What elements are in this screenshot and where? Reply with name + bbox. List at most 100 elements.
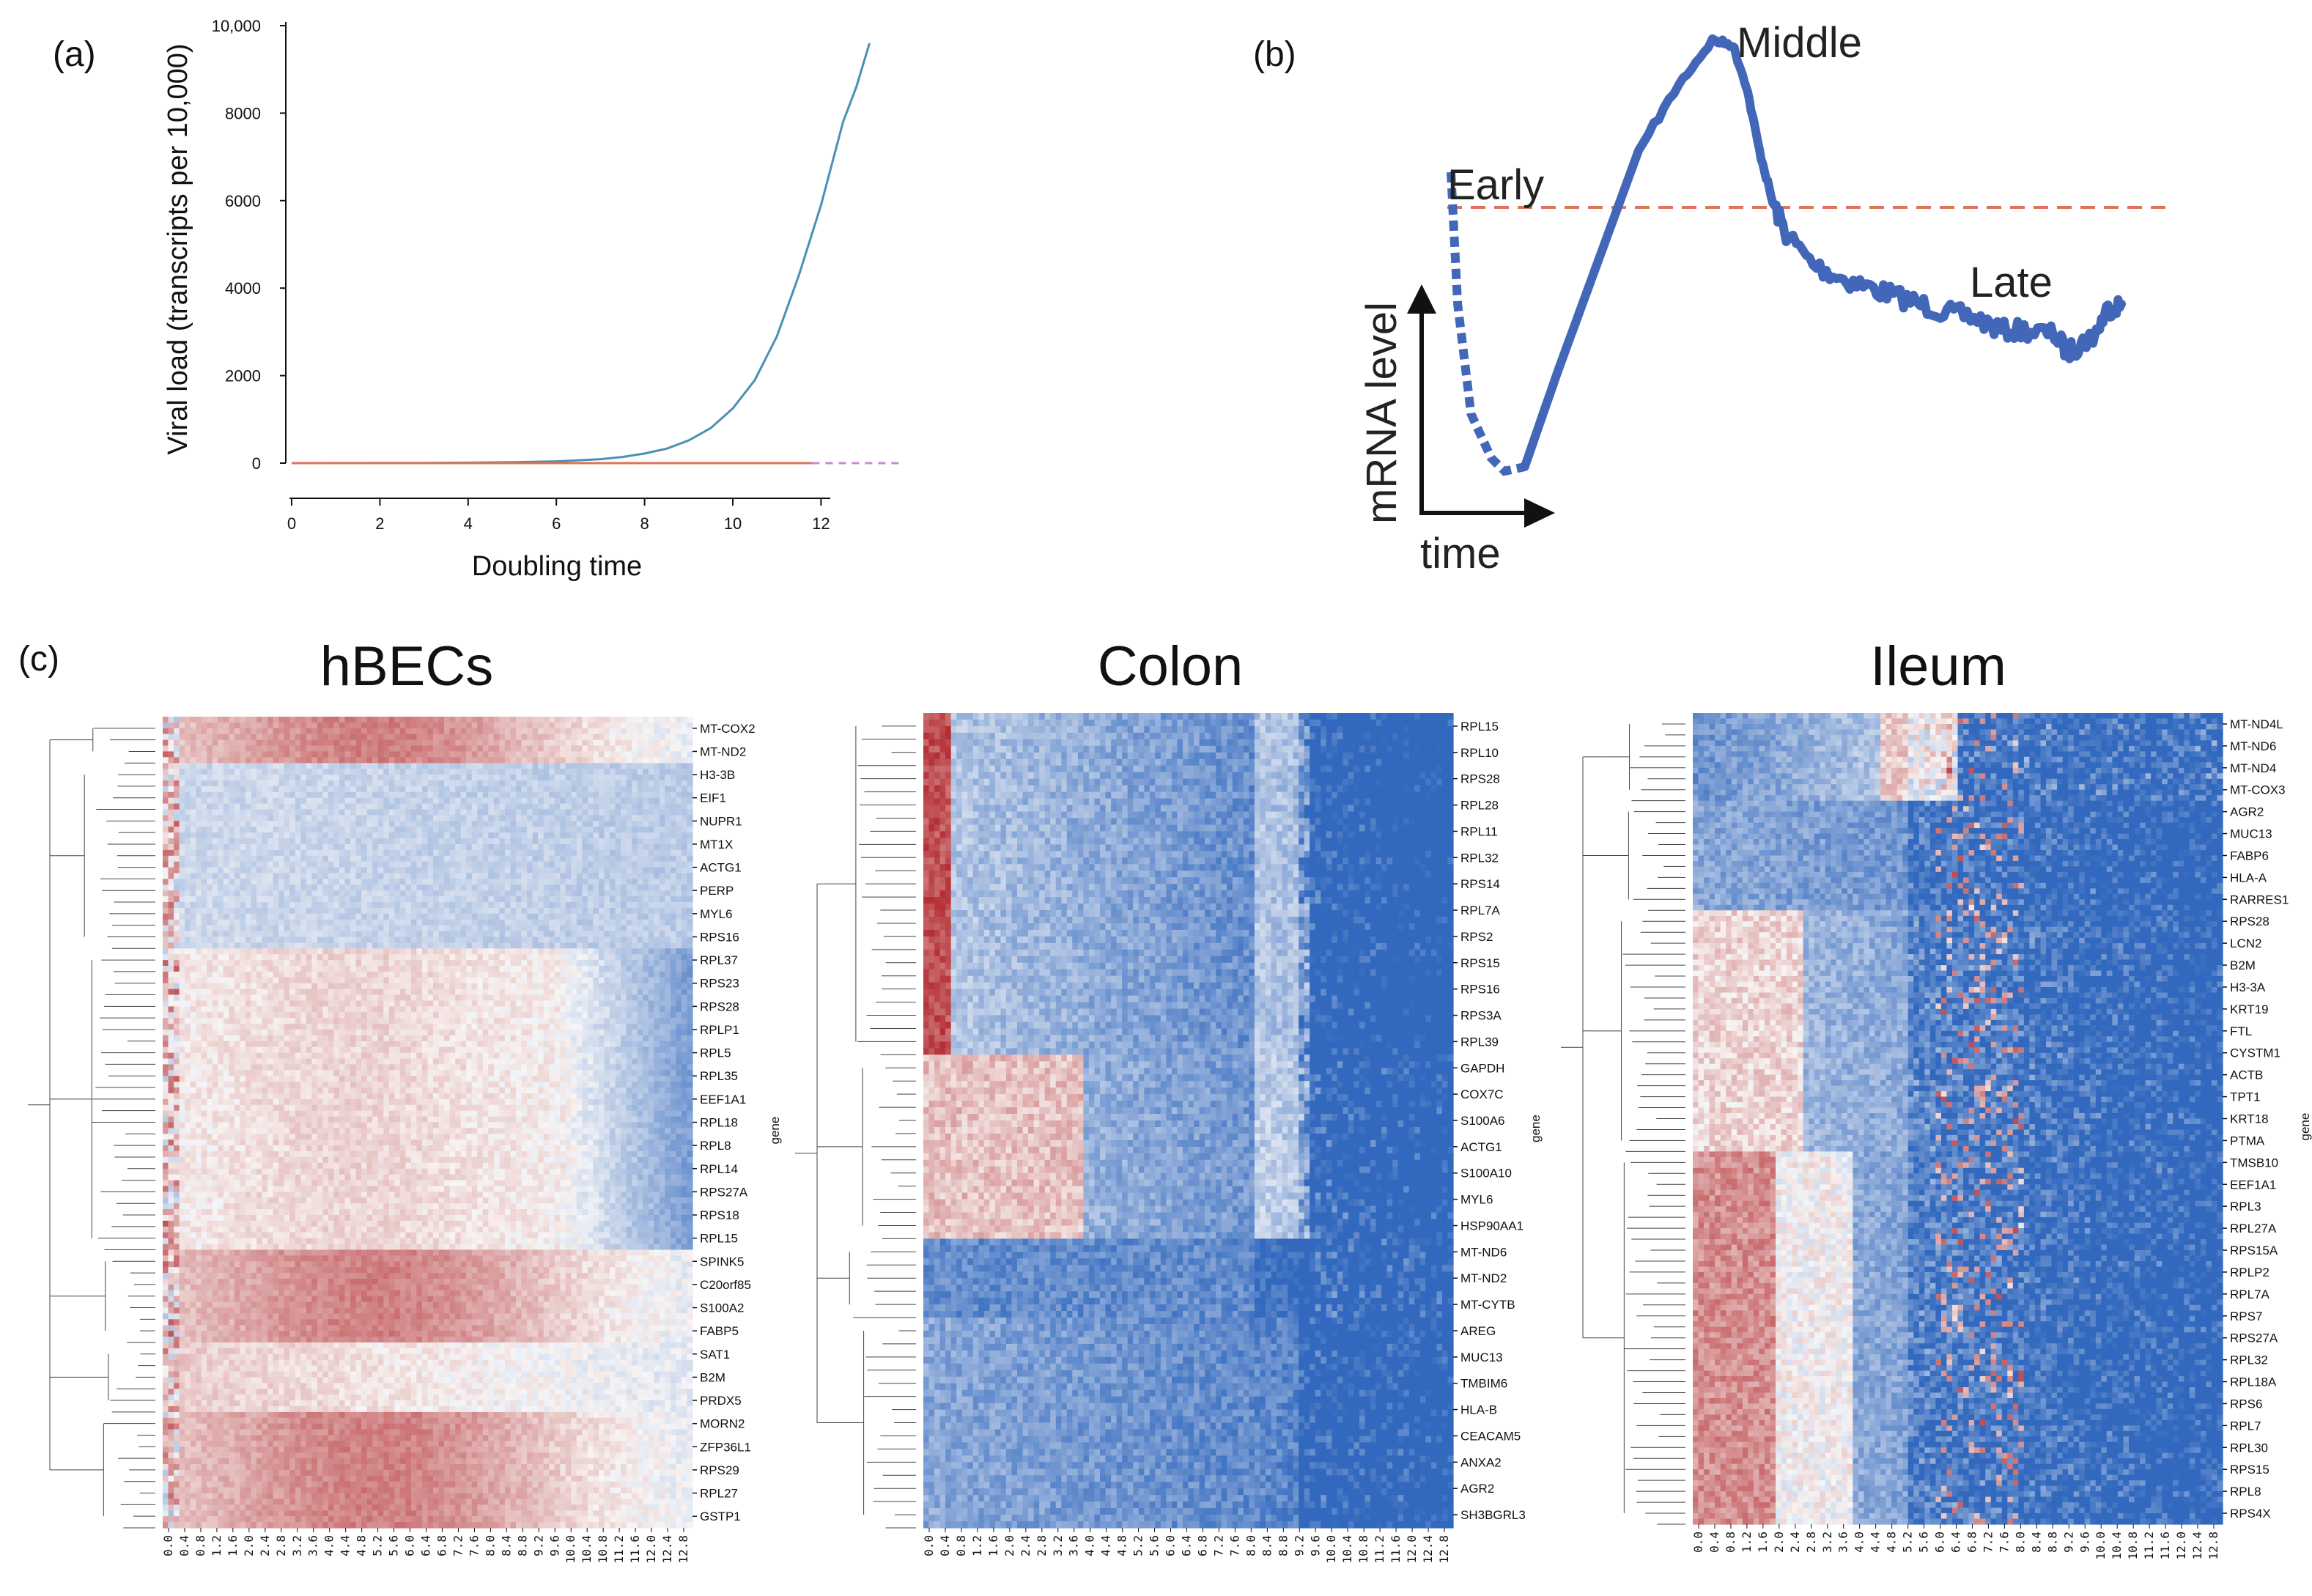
heatmap-cell — [643, 740, 649, 747]
heatmap-cell — [180, 734, 185, 741]
heatmap-cell — [444, 746, 450, 753]
heatmap-cell — [527, 746, 533, 753]
heatmap-cell — [361, 723, 367, 729]
heatmap-cell — [527, 757, 533, 764]
panel-a-x-tick-label: 12 — [812, 514, 830, 533]
heatmap-cell — [643, 763, 649, 769]
heatmap-cell — [455, 751, 461, 758]
heatmap-cell — [444, 734, 450, 741]
heatmap-cell — [300, 763, 306, 769]
heatmap-cell — [660, 757, 665, 764]
heatmap-cell — [439, 723, 445, 729]
heatmap-cell — [383, 717, 389, 723]
heatmap-cell — [544, 723, 550, 729]
heatmap-cell — [289, 740, 295, 747]
heatmap-cell — [654, 734, 660, 741]
heatmap-cell — [472, 763, 478, 769]
heatmap-cell — [582, 734, 588, 741]
heatmap-cell — [196, 723, 202, 729]
heatmap-cell — [439, 740, 445, 747]
heatmap-cell — [191, 751, 196, 758]
heatmap-cell — [582, 728, 588, 735]
heatmap-cell — [582, 763, 588, 769]
heatmap-cell — [433, 740, 439, 747]
heatmap-cell — [588, 746, 594, 753]
heatmap-cell — [378, 746, 384, 753]
heatmap-cell — [163, 717, 169, 723]
heatmap-cell — [245, 769, 251, 775]
heatmap-cell — [229, 723, 234, 729]
heatmap-cell — [207, 769, 213, 775]
heatmap-cell — [483, 740, 489, 747]
heatmap-cell — [676, 717, 682, 723]
heatmap-cell — [516, 763, 522, 769]
annotation-late: Late — [1970, 259, 2053, 306]
heatmap-cell — [367, 763, 373, 769]
heatmap-cell — [582, 717, 588, 723]
heatmap-cell — [218, 734, 224, 741]
heatmap-cell — [488, 723, 494, 729]
heatmap-cell — [588, 723, 594, 729]
heatmap-cell — [649, 757, 654, 764]
heatmap-cell — [411, 769, 417, 775]
heatmap-cell — [191, 769, 196, 775]
heatmap-cell — [169, 717, 174, 723]
heatmap-cell — [527, 723, 533, 729]
panel-a-y-tick-label: 4000 — [225, 279, 261, 298]
heatmap-cell — [455, 728, 461, 735]
heatmap-cell — [251, 734, 257, 741]
heatmap-cell — [472, 717, 478, 723]
heatmap-cell — [389, 728, 395, 735]
heatmap-cell — [599, 746, 605, 753]
heatmap-cell — [627, 746, 632, 753]
heatmap-cell — [284, 757, 290, 764]
heatmap-cell — [289, 746, 295, 753]
heatmap-cell — [593, 734, 599, 741]
heatmap-cell — [627, 763, 632, 769]
heatmap-cell — [361, 769, 367, 775]
heatmap-cell — [400, 717, 406, 723]
heatmap-cell — [273, 746, 279, 753]
heatmap-cell — [649, 734, 654, 741]
heatmap-cell — [273, 757, 279, 764]
heatmap-cell — [516, 751, 522, 758]
heatmap-cell — [605, 717, 610, 723]
heatmap-cell — [494, 763, 500, 769]
heatmap-cell — [339, 751, 345, 758]
heatmap-cell — [306, 757, 312, 764]
heatmap-cell — [345, 746, 351, 753]
heatmap-cell — [405, 723, 411, 729]
heatmap-cell — [322, 723, 328, 729]
heatmap-cell — [328, 751, 334, 758]
heatmap-cell — [422, 723, 428, 729]
heatmap-cell — [267, 728, 273, 735]
heatmap-cell — [428, 734, 434, 741]
heatmap-cell — [163, 740, 169, 747]
heatmap-cell — [389, 734, 395, 741]
heatmap-cell — [180, 728, 185, 735]
heatmap-cell — [522, 734, 528, 741]
heatmap-cell — [538, 769, 544, 775]
heatmap-cell — [439, 746, 445, 753]
heatmap-cell — [174, 746, 180, 753]
heatmap-cell — [621, 723, 627, 729]
heatmap-cell — [191, 734, 196, 741]
heatmap-cell — [251, 751, 257, 758]
heatmap-cell — [566, 728, 572, 735]
heatmap-cell — [477, 734, 483, 741]
heatmap-cell — [306, 746, 312, 753]
heatmap-cell — [654, 746, 660, 753]
heatmap-cell — [605, 740, 610, 747]
heatmap-cell — [289, 734, 295, 741]
heatmap-cell — [240, 717, 245, 723]
heatmap-cell — [361, 734, 367, 741]
heatmap-cell — [322, 769, 328, 775]
heatmap-cell — [555, 728, 561, 735]
heatmap-cell — [394, 746, 400, 753]
heatmap-cell — [671, 763, 676, 769]
panel-b-lines — [1451, 39, 2121, 471]
heatmap-cell — [234, 740, 240, 747]
heatmap-cell — [466, 757, 472, 764]
heatmap-hbecs-cells — [163, 717, 693, 1529]
heatmap-cell — [202, 728, 207, 735]
